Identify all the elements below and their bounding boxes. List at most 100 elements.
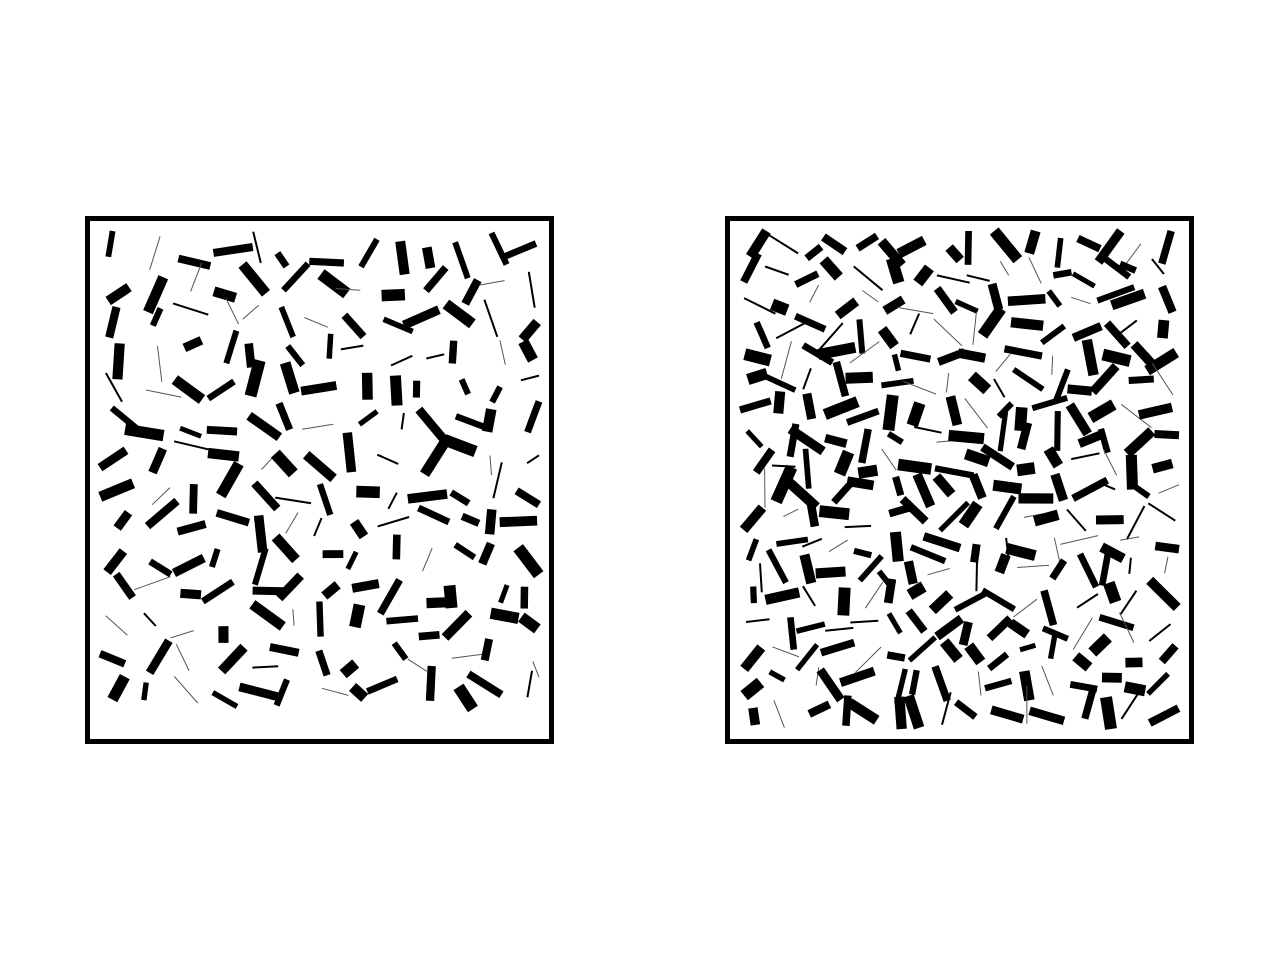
right-texture-segment xyxy=(912,472,936,509)
left-texture-segment xyxy=(349,603,366,629)
right-texture-segment xyxy=(934,614,965,641)
left-texture-segment xyxy=(392,534,401,560)
right-texture-segment xyxy=(1088,633,1112,657)
right-texture-segment xyxy=(793,312,827,333)
right-texture-segment xyxy=(1070,452,1100,461)
right-texture-segment xyxy=(1011,367,1045,392)
right-texture-segment xyxy=(992,479,1023,495)
left-texture-segment xyxy=(480,638,494,662)
left-texture-segment xyxy=(313,517,323,537)
right-texture-segment xyxy=(853,265,884,291)
left-texture-segment xyxy=(145,638,173,676)
right-texture-segment xyxy=(945,372,950,393)
left-texture-segment xyxy=(171,554,206,577)
right-texture-segment xyxy=(1077,430,1103,448)
left-texture-segment xyxy=(252,665,279,669)
left-texture-segment xyxy=(492,462,503,499)
left-texture-segment xyxy=(285,344,306,368)
right-texture-segment xyxy=(1033,509,1060,527)
right-texture-segment xyxy=(738,397,772,414)
left-texture-segment xyxy=(223,329,240,365)
left-texture-panel xyxy=(85,216,554,744)
right-texture-segment xyxy=(1118,260,1138,274)
right-texture-segment xyxy=(964,398,988,429)
left-texture-segment xyxy=(454,413,485,430)
left-texture-segment xyxy=(279,361,300,395)
right-texture-segment xyxy=(958,620,973,647)
left-texture-segment xyxy=(144,497,180,530)
left-texture-segment xyxy=(103,548,128,575)
left-texture-segment xyxy=(526,670,533,698)
right-texture-segment xyxy=(1119,612,1135,643)
left-texture-segment xyxy=(242,304,260,320)
left-texture-segment xyxy=(483,299,499,338)
left-texture-segment xyxy=(345,550,359,571)
left-texture-segment xyxy=(524,400,543,434)
right-texture-segment xyxy=(802,585,816,607)
right-texture-segment xyxy=(877,237,906,269)
left-texture-segment xyxy=(514,487,542,509)
right-texture-segment xyxy=(1067,384,1093,396)
right-texture-segment xyxy=(945,244,964,264)
left-texture-segment xyxy=(225,297,240,325)
left-texture-segment xyxy=(105,615,128,636)
right-texture-segment xyxy=(1148,623,1172,642)
right-texture-segment xyxy=(1120,687,1143,720)
right-texture-segment xyxy=(773,700,785,728)
right-texture-segment xyxy=(1071,296,1091,305)
left-texture-segment xyxy=(335,288,361,291)
right-texture-segment xyxy=(1052,368,1071,403)
right-texture-segment xyxy=(1126,505,1146,540)
right-texture-segment xyxy=(941,692,952,725)
left-texture-segment xyxy=(148,558,173,578)
left-texture-segment xyxy=(113,510,133,531)
left-texture-segment xyxy=(309,257,345,267)
left-texture-segment xyxy=(361,372,373,400)
left-texture-segment xyxy=(377,516,410,528)
left-texture-segment xyxy=(478,541,495,566)
left-texture-segment xyxy=(481,408,497,433)
right-texture-segment xyxy=(1031,395,1069,412)
right-texture-segment xyxy=(1151,362,1174,396)
right-texture-segment xyxy=(745,618,770,623)
right-texture-segment xyxy=(892,475,905,497)
left-texture-segment xyxy=(273,678,290,707)
right-texture-segment xyxy=(938,500,970,533)
right-texture-segment xyxy=(753,320,771,350)
right-texture-segment xyxy=(775,321,808,340)
left-texture-segment xyxy=(274,251,290,269)
right-texture-segment xyxy=(939,638,963,663)
right-texture-segment xyxy=(933,285,958,315)
right-texture-segment xyxy=(1003,345,1043,360)
right-texture-segment xyxy=(1041,665,1054,696)
left-texture-segment xyxy=(499,340,506,365)
left-texture-segment xyxy=(422,246,436,269)
right-texture-segment xyxy=(740,677,765,701)
right-texture-segment xyxy=(1158,229,1175,265)
right-texture-field xyxy=(738,227,1181,730)
left-texture-segment xyxy=(173,675,199,704)
left-texture-segment xyxy=(449,489,471,507)
right-texture-segment xyxy=(1123,681,1147,697)
right-texture-segment xyxy=(993,378,1006,398)
left-texture-segment xyxy=(458,378,471,396)
right-texture-segment xyxy=(801,342,835,366)
right-texture-segment xyxy=(1072,617,1093,650)
right-texture-segment xyxy=(1081,685,1098,720)
right-texture-segment xyxy=(739,504,767,534)
right-texture-segment xyxy=(994,553,1011,575)
right-texture-segment xyxy=(1096,284,1136,304)
right-texture-segment xyxy=(795,642,820,672)
right-texture-segment xyxy=(906,401,926,428)
left-texture-segment xyxy=(112,571,136,600)
right-texture-segment xyxy=(819,638,856,657)
left-texture-segment xyxy=(97,446,129,472)
right-texture-segment xyxy=(1072,652,1093,672)
right-texture-segment xyxy=(953,699,978,720)
right-texture-segment xyxy=(1081,338,1099,377)
left-texture-segment xyxy=(479,280,505,286)
right-texture-segment xyxy=(740,644,766,673)
left-texture-field xyxy=(97,230,544,713)
right-texture-segment xyxy=(909,669,920,696)
right-texture-segment xyxy=(1154,430,1180,440)
